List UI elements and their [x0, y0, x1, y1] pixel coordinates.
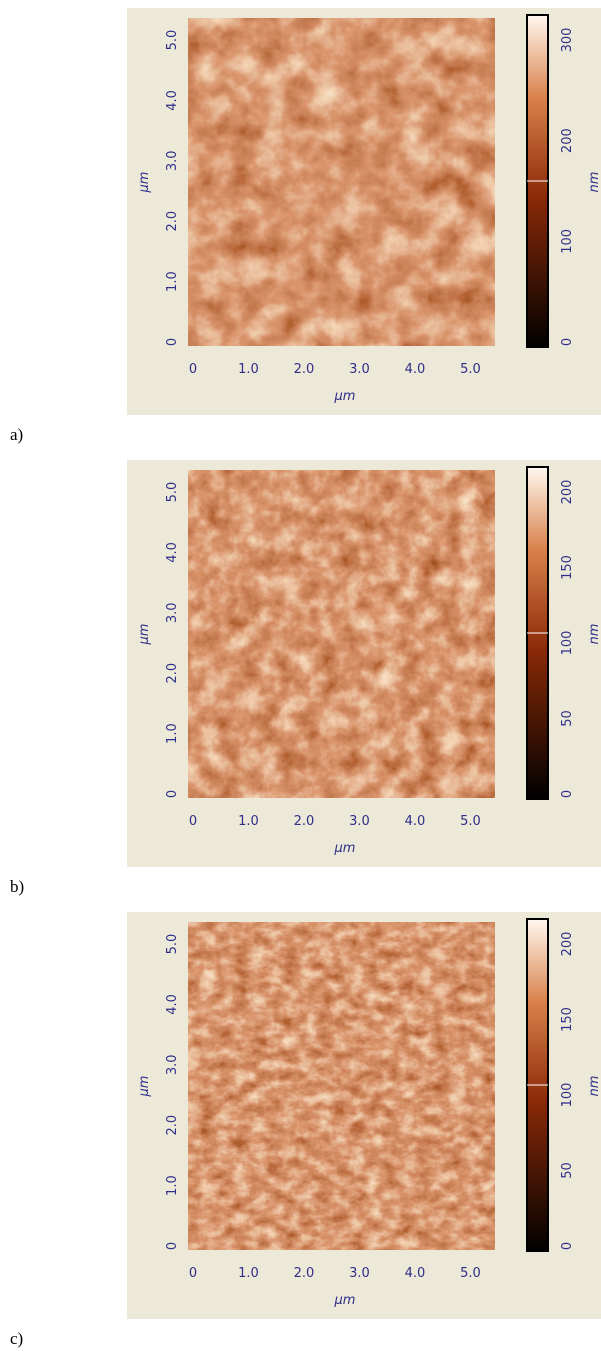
y-tick-label: 3.0 — [165, 602, 180, 623]
y-tick-label: 4.0 — [165, 542, 180, 563]
colorbar-tick-label: 100 — [560, 1083, 575, 1108]
colorbar-tick-label: 200 — [560, 128, 575, 153]
panel-label: b) — [10, 877, 24, 896]
y-tick-label: 1.0 — [165, 271, 180, 292]
colorbar-tick-label: 150 — [560, 555, 575, 580]
x-tick-label: 4.0 — [405, 362, 426, 377]
y-tick-label: 1.0 — [165, 723, 180, 744]
panel-label: a) — [10, 425, 23, 444]
x-tick-label: 3.0 — [349, 1266, 370, 1281]
colorbar-tick-label: 150 — [560, 1007, 575, 1032]
panel: 0 1.0 2.0 3.0 4.0 5.0 0 1.0 2.0 3.0 4.0 5.0 μm μm 0 50 1… — [10, 460, 601, 896]
y-tick-label: 4.0 — [165, 994, 180, 1015]
x-tick-label: 1.0 — [238, 814, 259, 829]
page: 0 1.0 2.0 3.0 4.0 5.0 0 1.0 2.0 3.0 4.0 5.0 μm μm 0 100… — [0, 0, 601, 1361]
y-tick-label: 5.0 — [165, 934, 180, 955]
x-tick-label: 2.0 — [294, 1266, 315, 1281]
colorbar-unit: nm — [587, 1076, 601, 1097]
y-axis-label: μm — [137, 1076, 152, 1098]
colorbar-tick-label: 0 — [560, 338, 575, 346]
x-tick-label: 3.0 — [349, 814, 370, 829]
afm-image — [188, 18, 495, 346]
x-axis-label: μm — [334, 1293, 356, 1308]
x-tick-label: 5.0 — [460, 362, 481, 377]
y-tick-label: 1.0 — [165, 1175, 180, 1196]
colorbar-tick-label: 0 — [560, 1242, 575, 1250]
y-tick-label: 3.0 — [165, 150, 180, 171]
x-tick-label: 4.0 — [405, 1266, 426, 1281]
x-tick-label: 5.0 — [460, 814, 481, 829]
x-tick-label: 1.0 — [238, 1266, 259, 1281]
y-tick-label: 5.0 — [165, 30, 180, 51]
panel: 0 1.0 2.0 3.0 4.0 5.0 0 1.0 2.0 3.0 4.0 5.0 μm μm 0 50 1… — [10, 912, 601, 1348]
x-tick-label: 1.0 — [238, 362, 259, 377]
colorbar-unit: nm — [587, 624, 601, 645]
y-axis-label: μm — [137, 172, 152, 194]
y-tick-label: 4.0 — [165, 90, 180, 111]
colorbar-tick-label: 50 — [560, 710, 575, 727]
x-tick-label: 0 — [189, 362, 197, 377]
afm-image — [188, 470, 495, 798]
colorbar-tick-label: 50 — [560, 1162, 575, 1179]
x-tick-label: 5.0 — [460, 1266, 481, 1281]
x-tick-label: 4.0 — [405, 814, 426, 829]
colorbar-tick-label: 200 — [560, 932, 575, 957]
y-tick-label: 5.0 — [165, 482, 180, 503]
x-tick-label: 0 — [189, 814, 197, 829]
x-tick-label: 0 — [189, 1266, 197, 1281]
colorbar-tick-label: 300 — [560, 28, 575, 53]
y-tick-label: 0 — [165, 790, 180, 798]
x-tick-label: 3.0 — [349, 362, 370, 377]
colorbar-unit: nm — [587, 172, 601, 193]
x-tick-label: 2.0 — [294, 814, 315, 829]
x-axis-label: μm — [334, 389, 356, 404]
y-tick-label: 2.0 — [165, 663, 180, 684]
colorbar-tick-label: 0 — [560, 790, 575, 798]
colorbar-tick-label: 200 — [560, 480, 575, 505]
colorbar-tick-label: 100 — [560, 631, 575, 656]
y-tick-label: 2.0 — [165, 1115, 180, 1136]
y-tick-label: 2.0 — [165, 211, 180, 232]
x-tick-label: 2.0 — [294, 362, 315, 377]
y-axis-label: μm — [137, 624, 152, 646]
panel-label: c) — [10, 1329, 23, 1348]
x-axis-label: μm — [334, 841, 356, 856]
y-tick-label: 3.0 — [165, 1054, 180, 1075]
figure: 0 1.0 2.0 3.0 4.0 5.0 0 1.0 2.0 3.0 4.0 5.0 μm μm 0 100… — [0, 0, 601, 1361]
panel: 0 1.0 2.0 3.0 4.0 5.0 0 1.0 2.0 3.0 4.0 5.0 μm μm 0 100… — [10, 8, 601, 444]
y-tick-label: 0 — [165, 1242, 180, 1250]
y-tick-label: 0 — [165, 338, 180, 346]
afm-image — [188, 922, 495, 1250]
colorbar-tick-label: 100 — [560, 229, 575, 254]
